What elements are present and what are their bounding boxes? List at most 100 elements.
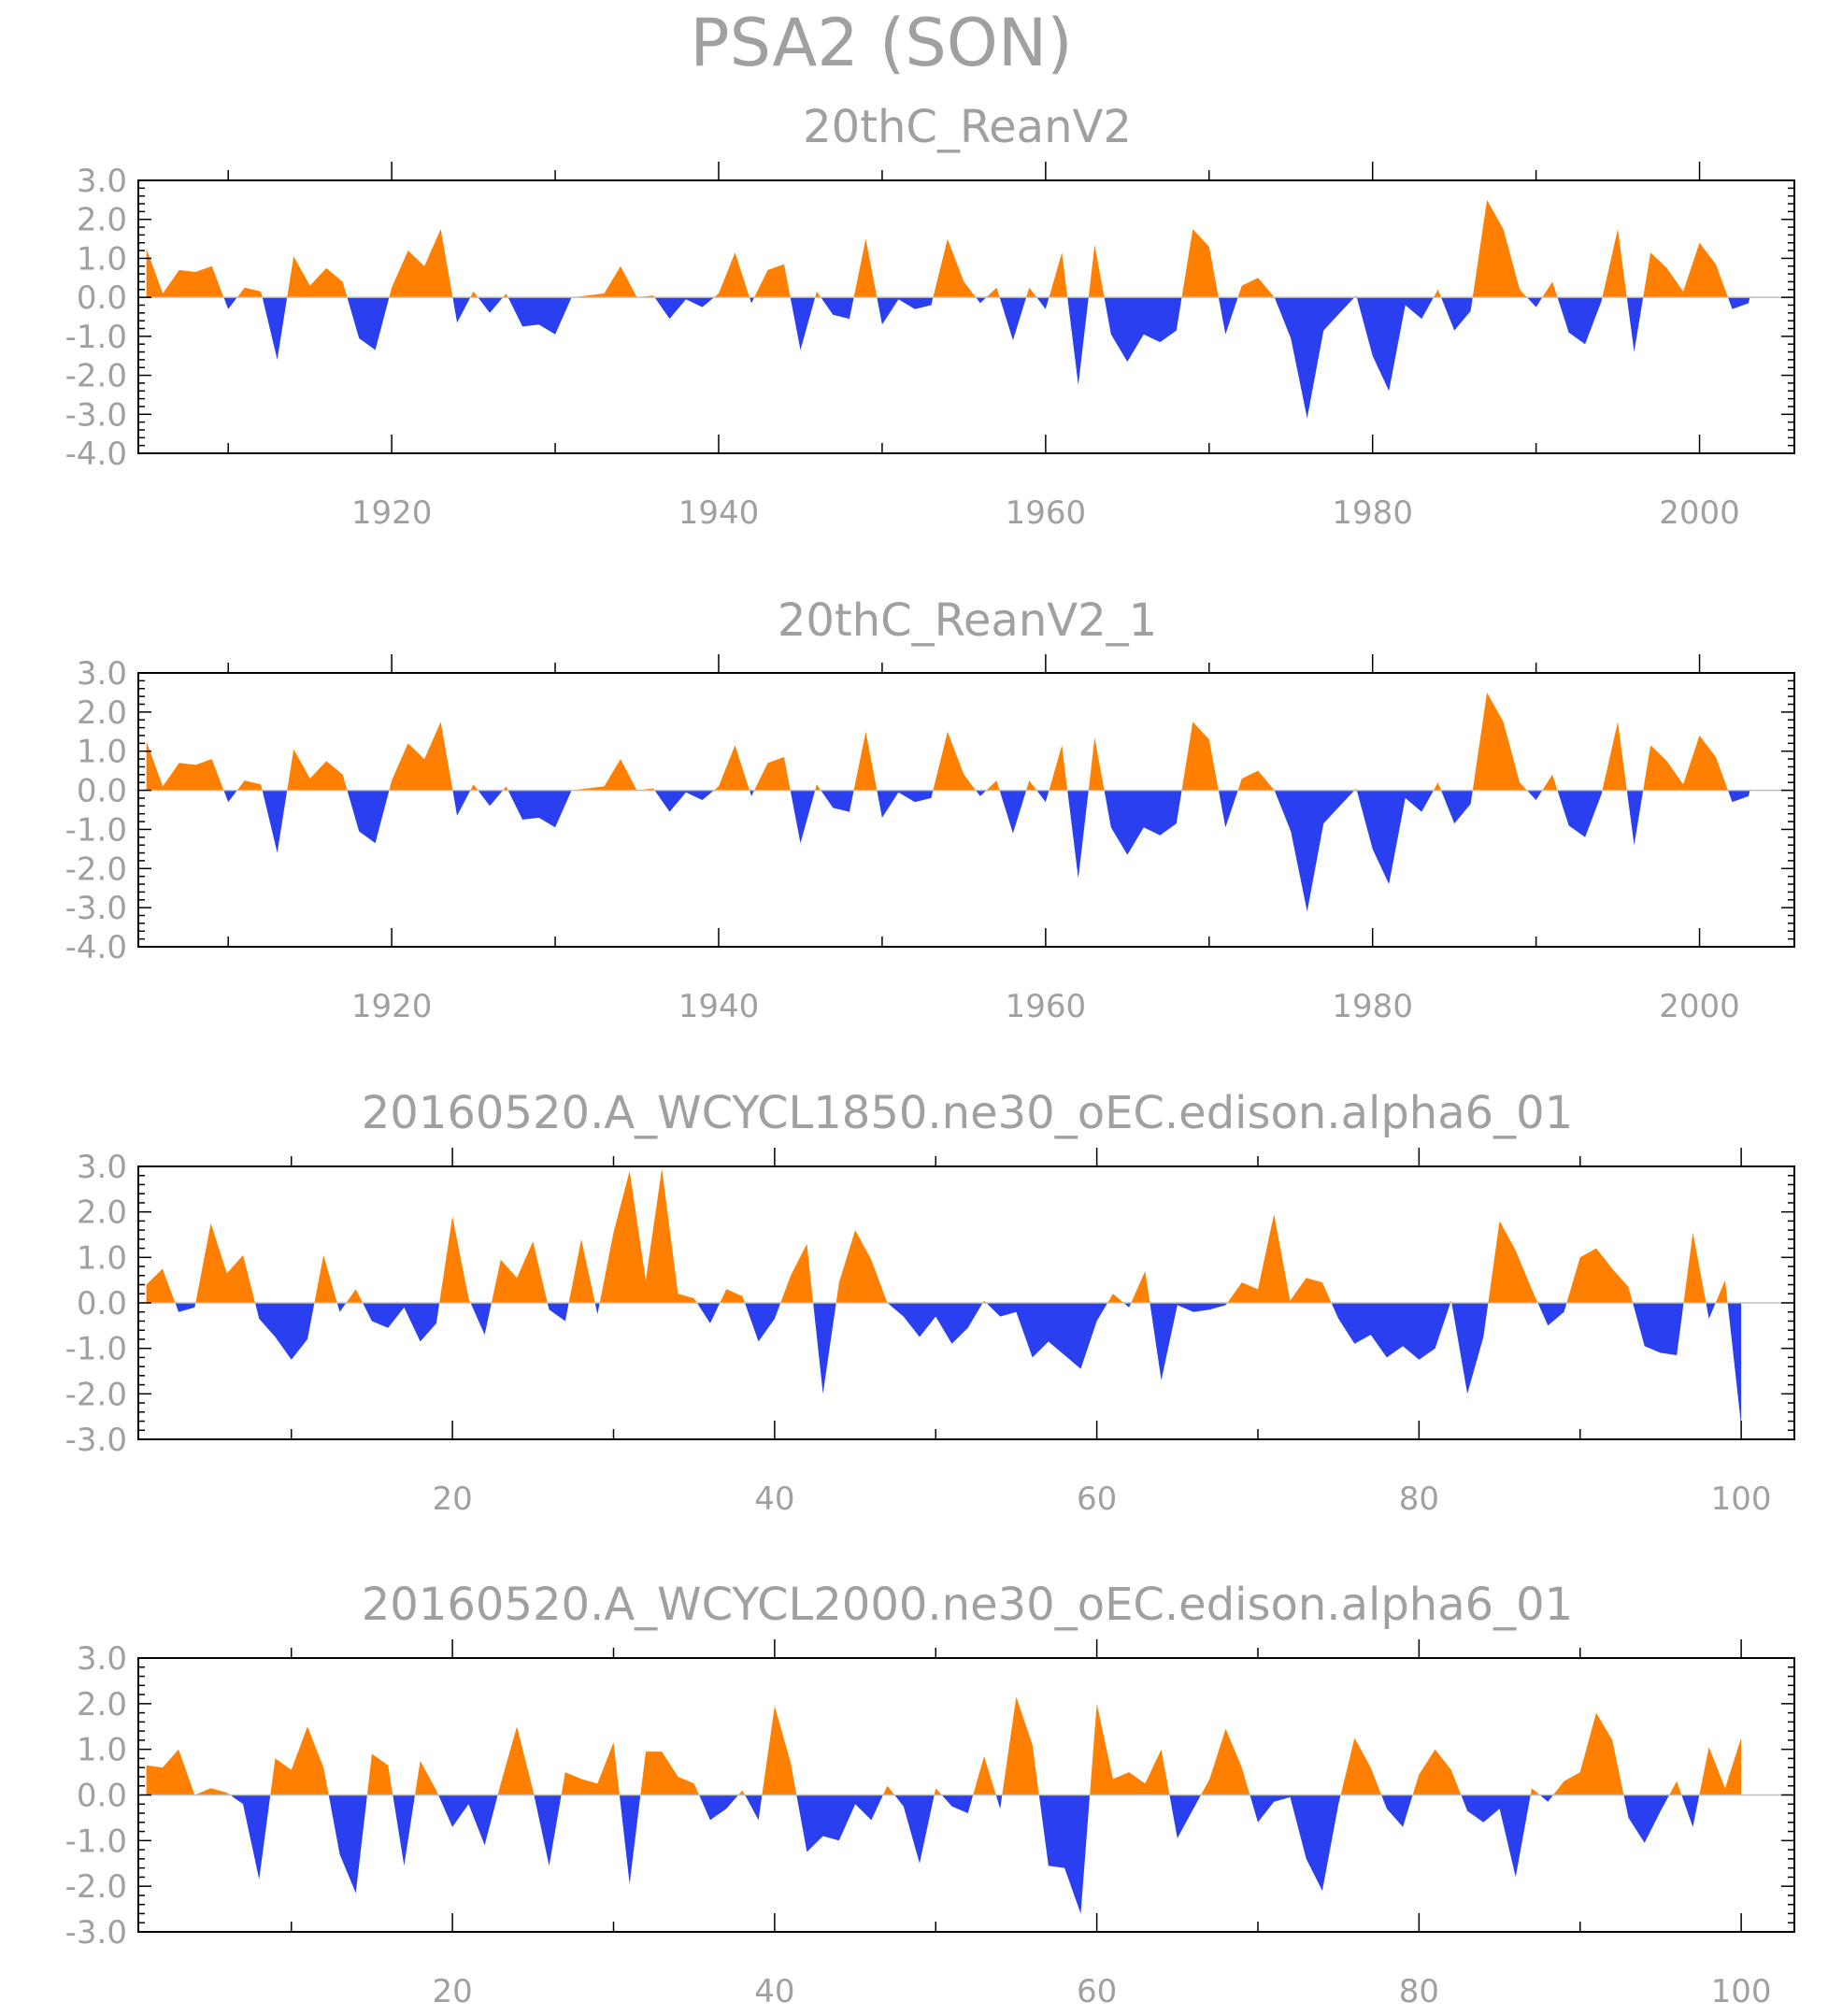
negative-area <box>470 1303 492 1336</box>
positive-area <box>1088 244 1105 298</box>
positive-area <box>1237 770 1275 791</box>
positive-area <box>346 1289 364 1303</box>
negative-area <box>1067 297 1089 385</box>
y-tick-label: 3.0 <box>77 655 127 693</box>
positive-area <box>933 731 977 791</box>
negative-area <box>534 1794 562 1866</box>
negative-area <box>1104 297 1182 362</box>
positive-area <box>568 1238 595 1303</box>
positive-area <box>1181 722 1219 791</box>
positive-area <box>1699 1737 1742 1795</box>
positive-area <box>780 1243 814 1303</box>
y-tick-label: -3.0 <box>65 396 127 434</box>
x-tick-label: 20 <box>432 1973 472 2010</box>
positive-area <box>754 757 791 791</box>
figure-title: PSA2 (SON) <box>690 5 1072 81</box>
positive-area <box>1542 774 1558 791</box>
positive-area <box>389 722 453 791</box>
y-tick-label: -2.0 <box>65 358 127 395</box>
x-tick-label: 1960 <box>1006 988 1087 1025</box>
positive-area <box>754 264 791 298</box>
positive-area <box>270 1726 329 1795</box>
positive-area <box>1683 1232 1707 1303</box>
y-tick-label: -4.0 <box>65 436 127 473</box>
positive-area <box>1669 1780 1682 1795</box>
positive-area <box>815 784 821 791</box>
negative-area <box>821 297 854 320</box>
negative-area <box>619 1794 641 1884</box>
negative-area <box>507 297 572 335</box>
positive-area <box>1715 1280 1728 1303</box>
negative-area <box>1250 1794 1341 1891</box>
y-tick-label: -2.0 <box>65 1868 127 1906</box>
positive-area <box>1643 736 1728 791</box>
negative-area <box>478 790 504 807</box>
positive-area <box>714 252 750 298</box>
x-tick-label: 20 <box>432 1480 472 1518</box>
panel-2-plot: 3.02.01.00.0-1.0-2.0-3.0-4.0 1920 1940 1960… <box>65 654 1795 1025</box>
x-tick-label: 60 <box>1077 1973 1117 2010</box>
negative-area <box>1557 790 1603 837</box>
negative-area <box>1104 790 1182 855</box>
negative-area <box>452 297 471 323</box>
negative-area <box>230 1794 271 1880</box>
positive-area <box>1749 229 1765 298</box>
y-tick-label: 3.0 <box>77 163 127 200</box>
positive-area <box>146 1749 231 1795</box>
positive-area <box>1201 1728 1250 1795</box>
y-tick-label: 0.0 <box>77 1285 127 1323</box>
positive-area <box>470 291 478 298</box>
positive-area <box>503 293 508 298</box>
negative-area <box>1461 1794 1531 1878</box>
negative-area <box>1526 790 1543 800</box>
positive-area <box>366 1753 393 1795</box>
positive-area <box>1412 1749 1462 1795</box>
positive-area <box>1090 1703 1170 1795</box>
positive-area <box>1227 1214 1332 1303</box>
panel-1: 20thC_ReanV2 3.02.01.00.0-1.0-2.0-3.0-4.… <box>65 101 1795 532</box>
y-tick-label: -1.0 <box>65 1331 127 1368</box>
negative-area <box>696 1303 721 1323</box>
negative-area <box>1218 790 1238 828</box>
negative-area <box>1681 1794 1700 1827</box>
negative-area <box>1123 1303 1132 1308</box>
negative-area <box>1626 790 1644 846</box>
positive-area <box>1602 722 1627 791</box>
y-tick-label: 0.0 <box>77 1778 127 1815</box>
x-tick-label: 2000 <box>1659 988 1740 1025</box>
x-tick-label: 80 <box>1399 1973 1439 2010</box>
positive-area <box>561 1742 620 1795</box>
y-tick-label: 2.0 <box>77 694 127 732</box>
negative-area <box>594 1303 600 1315</box>
negative-area <box>223 297 237 309</box>
negative-area <box>1526 297 1543 307</box>
y-tick-label: -2.0 <box>65 851 127 888</box>
y-tick-label: 2.0 <box>77 202 127 239</box>
negative-area <box>1633 1303 1684 1355</box>
y-tick-label: 0.0 <box>77 279 127 317</box>
panel-2: 20thC_ReanV2_1 3.02.01.00.0-1.0-2.0-3.0-… <box>65 594 1795 1025</box>
positive-area <box>853 731 878 791</box>
negative-area <box>255 1303 315 1360</box>
positive-area <box>571 265 655 298</box>
negative-area <box>1537 1303 1567 1326</box>
negative-area <box>1441 297 1473 331</box>
x-tick-label: 40 <box>754 1480 794 1518</box>
positive-area <box>415 1760 438 1795</box>
y-tick-label: -3.0 <box>65 1914 127 1952</box>
positive-area <box>1434 289 1441 298</box>
positive-area <box>815 291 821 298</box>
positive-area <box>973 1756 996 1795</box>
panel-title: 20thC_ReanV2_1 <box>778 594 1157 647</box>
negative-area <box>1067 790 1089 879</box>
negative-area <box>877 297 934 325</box>
positive-area <box>146 1268 176 1303</box>
negative-area <box>821 790 854 812</box>
y-tick-label: 1.0 <box>77 240 127 278</box>
negative-area <box>1356 790 1434 884</box>
x-tick-label: 40 <box>754 1973 794 2010</box>
panel-3: 20160520.A_WCYCL1850.ne30_oEC.edison.alp… <box>65 1087 1795 1518</box>
negative-area <box>745 1794 763 1821</box>
positive-area <box>1566 1248 1634 1303</box>
positive-area <box>1553 1712 1624 1795</box>
